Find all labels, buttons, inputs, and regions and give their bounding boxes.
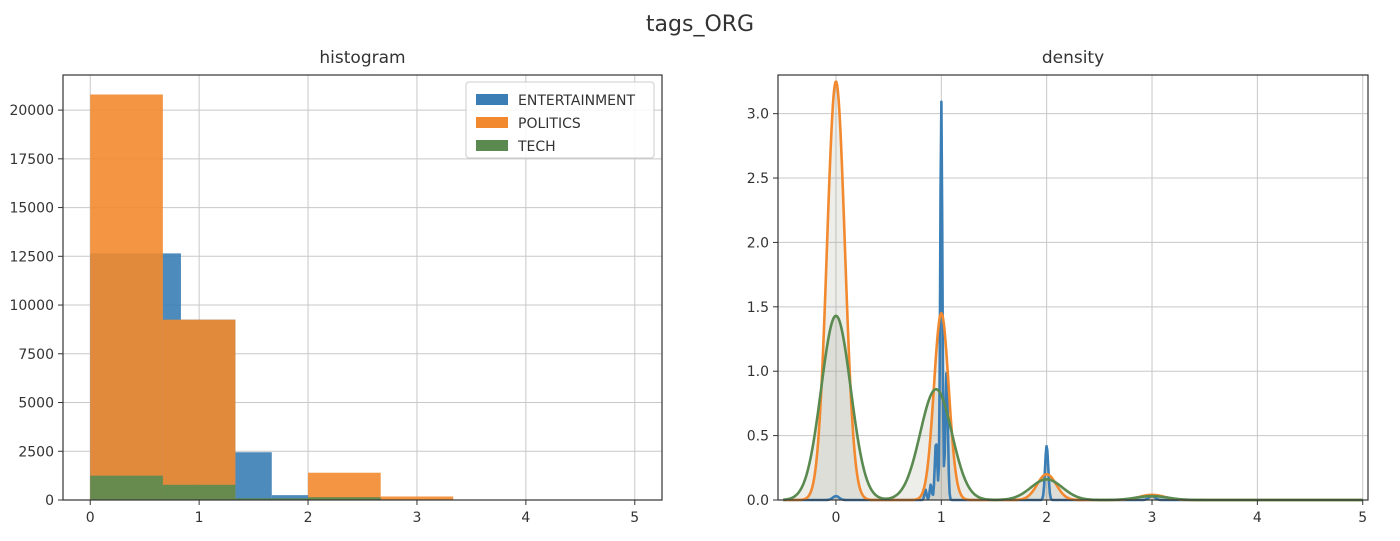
y-tick-label: 1.5 bbox=[747, 300, 769, 316]
series-tech bbox=[90, 475, 454, 500]
density-area bbox=[783, 315, 1363, 500]
x-tick-label: 3 bbox=[412, 510, 421, 526]
legend-label: POLITICS bbox=[518, 116, 581, 132]
chart-title: density bbox=[1042, 48, 1104, 68]
legend-box bbox=[465, 81, 655, 159]
y-tick-label: 3.0 bbox=[747, 107, 769, 123]
x-tick-label: 4 bbox=[521, 510, 530, 526]
density-line-tech bbox=[782, 314, 1364, 502]
density-line-entertainment bbox=[782, 100, 1364, 502]
y-tick-label: 17500 bbox=[9, 152, 54, 168]
axes-frame bbox=[777, 74, 1369, 501]
legend-label: TECH bbox=[517, 139, 556, 155]
density-area bbox=[783, 101, 1363, 501]
y-tick-label: 5000 bbox=[18, 396, 54, 412]
x-tick-label: 2 bbox=[1042, 510, 1051, 526]
x-tick-label: 5 bbox=[1358, 510, 1367, 526]
histogram-bar bbox=[162, 319, 236, 500]
y-tick-label: 0.5 bbox=[747, 429, 769, 445]
y-tick-label: 7500 bbox=[18, 347, 54, 363]
histogram-bar bbox=[271, 495, 309, 500]
histogram-bar bbox=[90, 475, 163, 500]
y-tick-label: 2500 bbox=[18, 444, 54, 460]
y-tick-label: 12500 bbox=[9, 249, 54, 265]
chart-title: histogram bbox=[319, 48, 405, 68]
figure-title: tags_ORG bbox=[645, 12, 755, 37]
x-tick-label: 5 bbox=[630, 510, 639, 526]
legend-label: ENTERTAINMENT bbox=[518, 93, 635, 109]
histogram-bar bbox=[308, 497, 381, 500]
legend-swatch bbox=[476, 94, 508, 105]
y-tick-label: 15000 bbox=[9, 201, 54, 217]
density-area bbox=[783, 81, 1363, 501]
histogram-bar bbox=[162, 484, 236, 500]
y-tick-label: 1.0 bbox=[747, 364, 769, 380]
legend-swatch bbox=[476, 117, 508, 128]
x-tick-label: 1 bbox=[937, 510, 946, 526]
y-tick-label: 0.0 bbox=[747, 493, 769, 509]
histogram-bar bbox=[90, 94, 163, 500]
density-line-politics bbox=[782, 80, 1364, 502]
legend-swatch bbox=[476, 140, 508, 151]
x-tick-label: 0 bbox=[86, 510, 95, 526]
y-tick-label: 10000 bbox=[9, 298, 54, 314]
x-tick-label: 2 bbox=[304, 510, 313, 526]
x-tick-label: 1 bbox=[195, 510, 204, 526]
histogram-bar bbox=[380, 496, 454, 500]
x-tick-label: 4 bbox=[1253, 510, 1262, 526]
y-tick-label: 0 bbox=[45, 493, 54, 509]
x-tick-label: 3 bbox=[1148, 510, 1157, 526]
y-tick-label: 2.0 bbox=[747, 235, 769, 251]
series-politics bbox=[90, 94, 454, 500]
histogram-chart: histogram 0 1 2 3 4 5 0 2500 5000 7500 10000 12500 15… bbox=[9, 48, 663, 526]
y-tick-label: 20000 bbox=[9, 103, 54, 119]
axes-frame bbox=[62, 74, 663, 501]
histogram-bar bbox=[235, 452, 272, 500]
histogram-bar bbox=[308, 472, 381, 500]
histogram-bar bbox=[235, 498, 309, 500]
density-chart: density 0 1 2 3 4 5 0.0 0.5 1.0 1.5 2.0 2.5 3.0 bbox=[747, 48, 1369, 526]
y-tick-label: 2.5 bbox=[747, 171, 769, 187]
x-tick-label: 0 bbox=[831, 510, 840, 526]
